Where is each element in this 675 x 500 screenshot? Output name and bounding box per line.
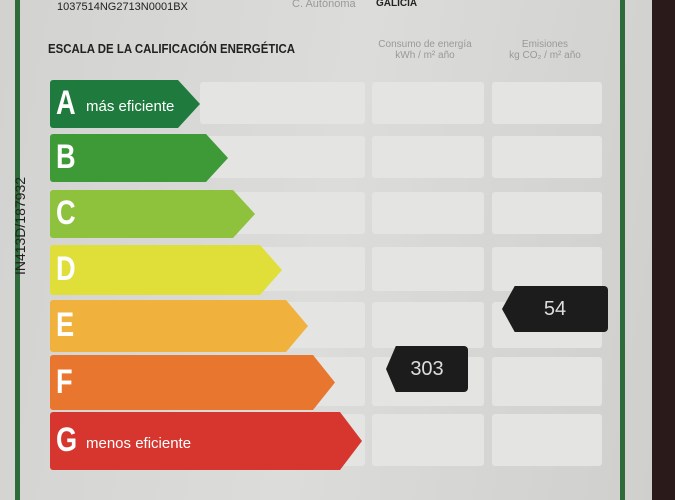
border-line-right — [620, 0, 625, 500]
scale-cell — [372, 247, 484, 291]
scale-cell — [372, 136, 484, 178]
grade-letter: B — [56, 138, 76, 176]
scale-cell — [372, 192, 484, 234]
grade-caption: más eficiente — [86, 98, 175, 115]
grade-arrow-d: D — [50, 245, 282, 295]
grade-letter: E — [56, 306, 75, 344]
grade-letter: G — [56, 421, 78, 459]
consumption-header: Consumo de energía kWh / m² año — [378, 39, 472, 61]
region-label: C. Autónoma — [292, 0, 356, 10]
scale-cell — [200, 136, 365, 178]
grade-arrow-b: B — [50, 134, 228, 182]
grade-letter: C — [56, 194, 76, 232]
scale-cell — [372, 302, 484, 348]
emissions-value-badge: 54 — [502, 286, 608, 332]
grade-arrow-f: F — [50, 355, 335, 410]
grade-arrow-e: E — [50, 300, 308, 352]
grade-letter: F — [56, 362, 73, 401]
border-line-left — [15, 0, 20, 500]
grade-letter: A — [56, 84, 76, 122]
grade-letter: D — [56, 250, 76, 288]
region-value: GALICIA — [376, 0, 418, 9]
grade-caption: menos eficiente — [86, 435, 192, 452]
scale-cell — [372, 414, 484, 466]
scale-cell — [492, 192, 602, 234]
scale-cell — [492, 414, 602, 466]
cadastral-ref: 1037514NG2713N0001BX — [57, 1, 188, 13]
scale-cell — [200, 82, 365, 124]
consumption-value-badge: 303 — [386, 346, 468, 392]
scale-cell — [492, 247, 602, 291]
scale-cell — [492, 82, 602, 124]
emissions-header: Emisiones kg CO₂ / m² año — [509, 39, 581, 61]
scale-title: ESCALA DE LA CALIFICACIÓN ENERGÉTICA — [48, 41, 296, 56]
grade-arrow-c: C — [50, 190, 255, 238]
scale-cell — [492, 136, 602, 178]
side-code: IN413D/187932 — [12, 176, 28, 276]
scale-cell — [372, 82, 484, 124]
scale-cell — [492, 357, 602, 406]
